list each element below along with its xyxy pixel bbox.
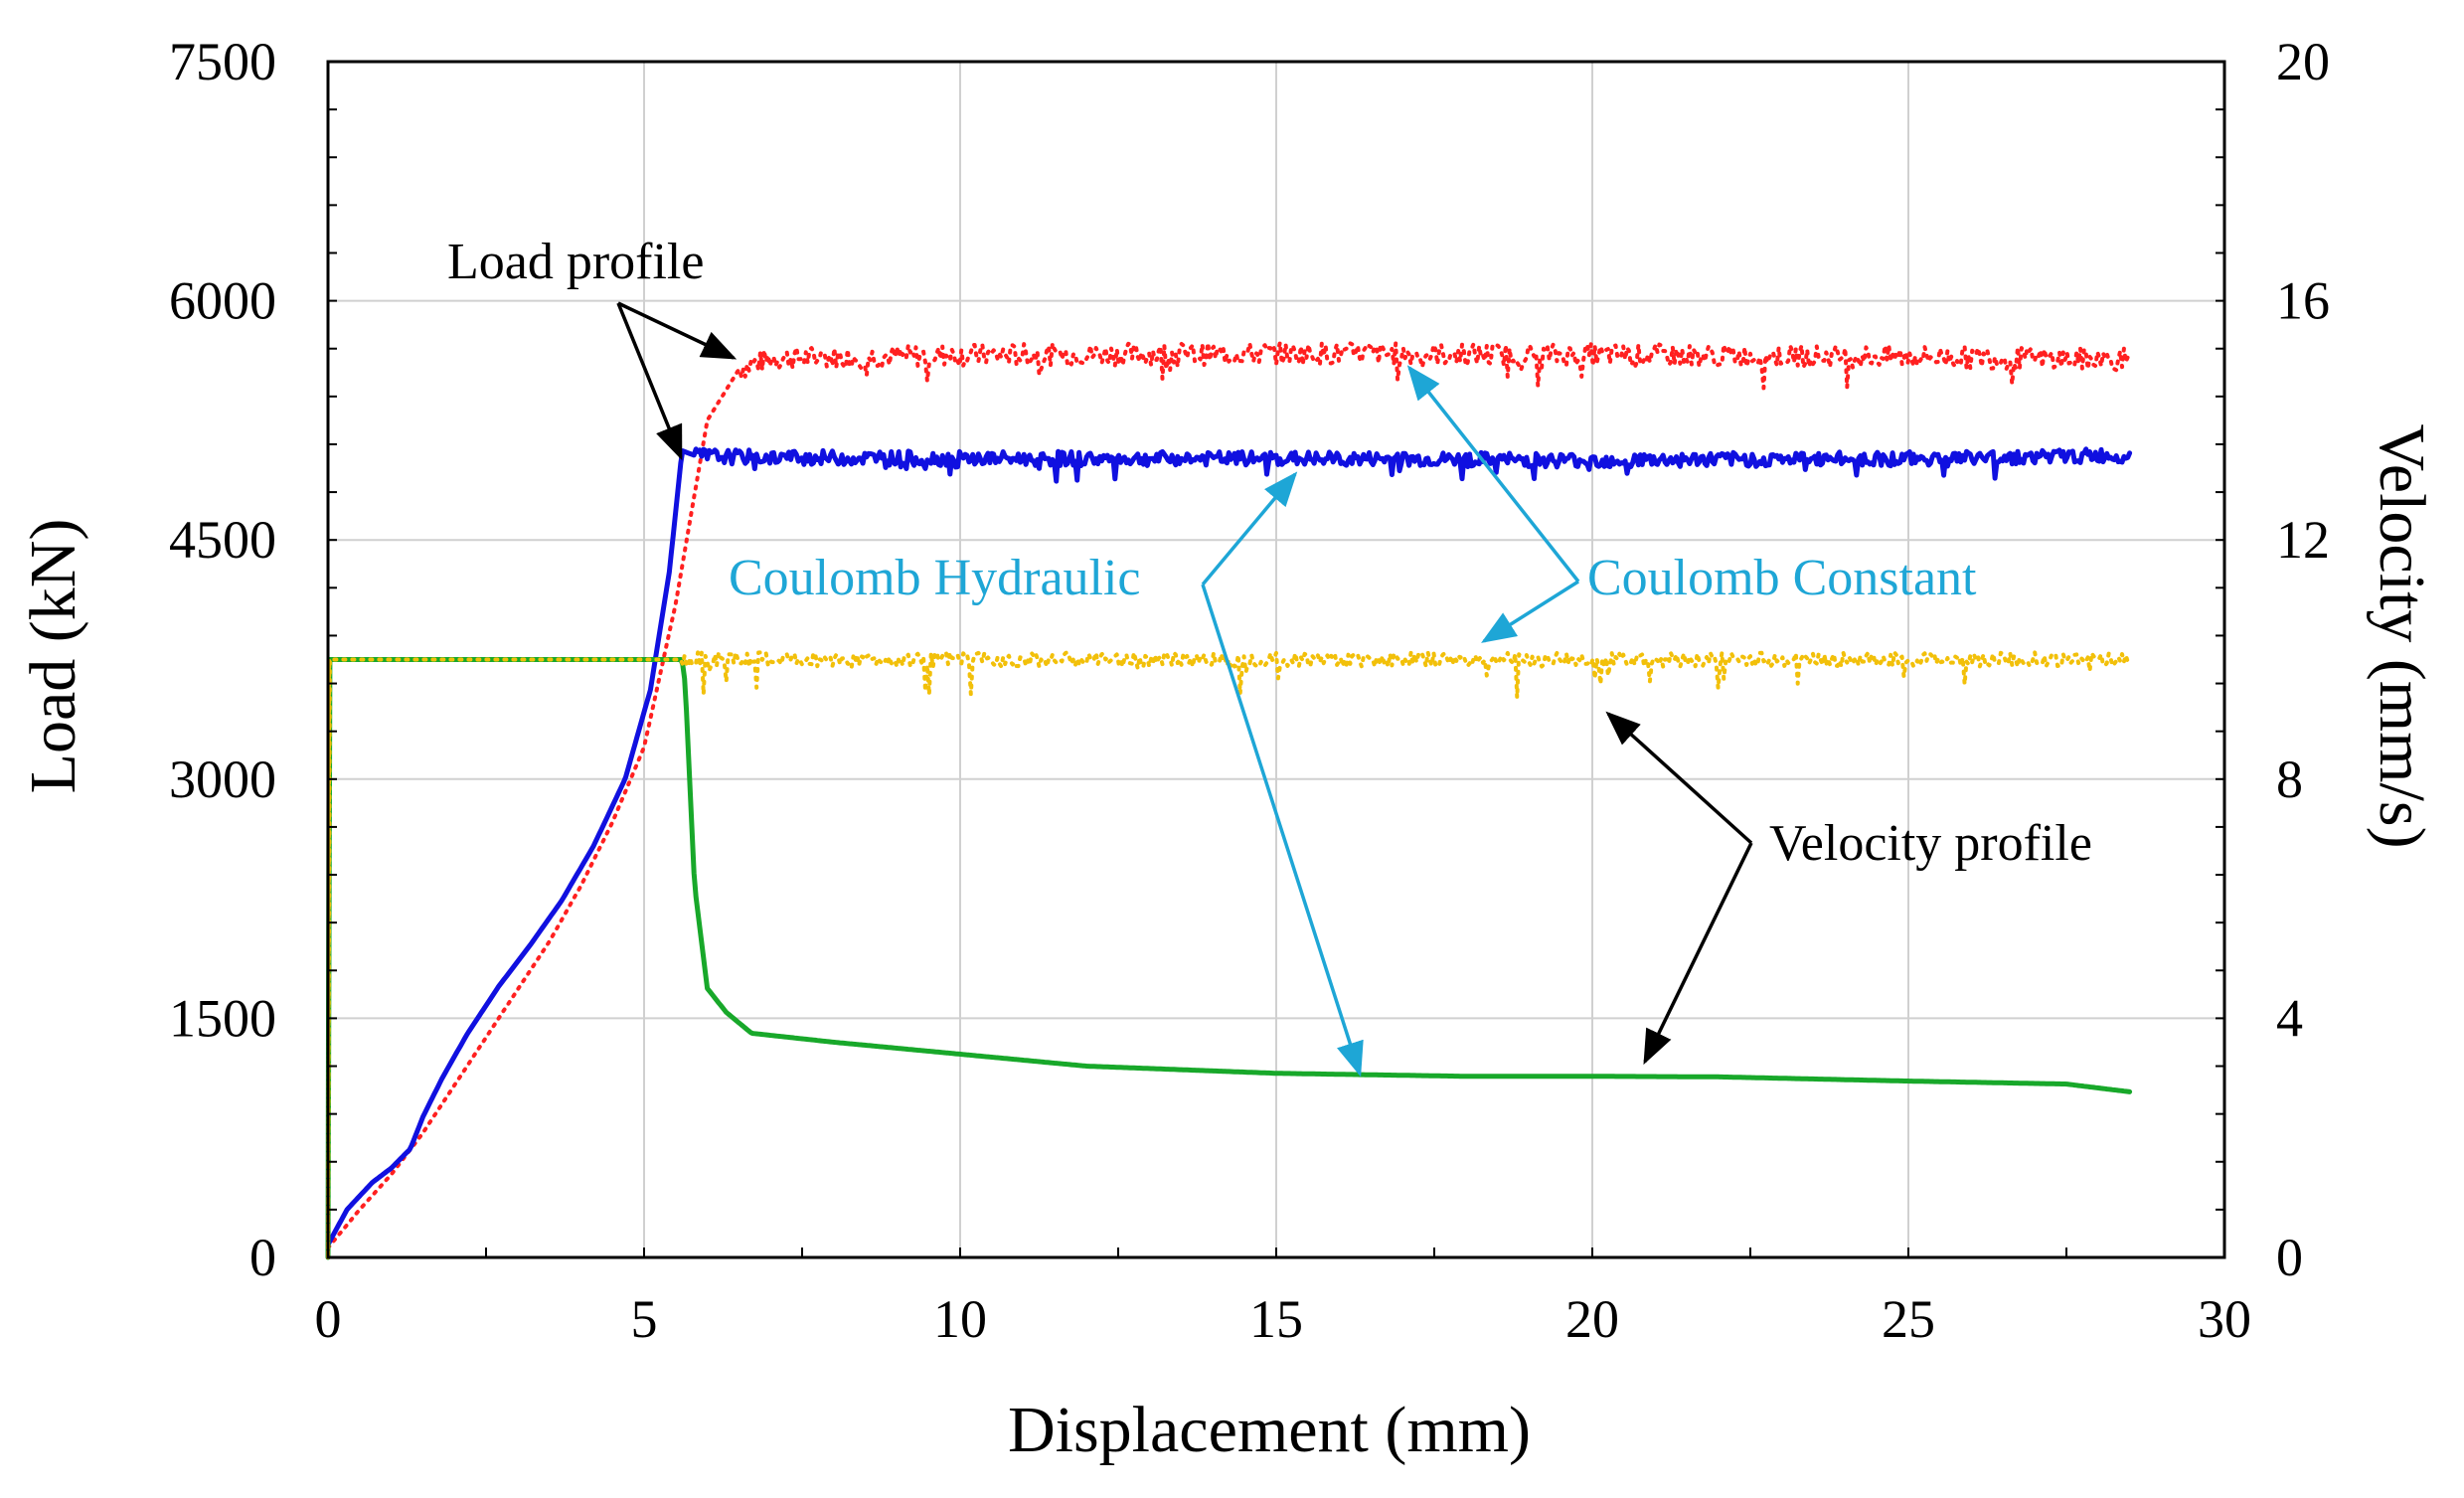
axes-layer bbox=[326, 60, 2226, 1259]
x-axis-title: Displacement (mm) bbox=[1008, 1394, 1531, 1466]
annotation-coulomb-hydraulic-label: Coulomb Hydraulic bbox=[729, 550, 1141, 606]
series-line-coulomb-constant-velocity bbox=[326, 650, 2132, 1259]
y2-tick-label: 0 bbox=[2276, 1228, 2303, 1287]
x-tick-label: 5 bbox=[631, 1289, 658, 1349]
y2-tick-label: 20 bbox=[2276, 32, 2330, 91]
annotation-coulomb-hydraulic-arrow-1 bbox=[1201, 471, 1298, 586]
x-tick-label: 20 bbox=[1565, 1289, 1619, 1349]
series-layer bbox=[325, 340, 2133, 1260]
y-tick-label: 7500 bbox=[169, 32, 276, 91]
annotation-load-profile-arrow-1 bbox=[617, 301, 738, 360]
y2-tick-label: 12 bbox=[2276, 510, 2330, 570]
annotation-coulomb-constant: Coulomb Constant bbox=[1406, 365, 1977, 643]
x-tick-label: 10 bbox=[933, 1289, 987, 1349]
annotation-load-profile-label: Load profile bbox=[447, 234, 704, 290]
y2-tick-label: 16 bbox=[2276, 271, 2330, 331]
annotation-velocity-profile-arrow-2 bbox=[1643, 842, 1753, 1066]
series-line-coulomb-hydraulic-load bbox=[325, 446, 2133, 1248]
annotation-coulomb-constant-arrow-1 bbox=[1406, 365, 1580, 583]
annotation-velocity-profile-label: Velocity profile bbox=[1769, 815, 2092, 872]
x-tick-label: 0 bbox=[315, 1289, 342, 1349]
y-tick-label: 1500 bbox=[169, 988, 276, 1048]
y-tick-label: 6000 bbox=[169, 271, 276, 331]
ticks-layer: 0 5 10 15 20 25 30 0 1500 3000 4500 6000 7500 0 4 8 12 16… bbox=[169, 32, 2330, 1349]
series-line-coulomb-constant-load bbox=[326, 340, 2132, 1250]
y-tick-label: 3000 bbox=[169, 749, 276, 809]
y2-tick-label: 8 bbox=[2276, 749, 2303, 809]
series-line-coulomb-hydraulic-velocity bbox=[325, 657, 2133, 1260]
y2-tick-label: 4 bbox=[2276, 988, 2303, 1048]
annotation-velocity-profile: Velocity profile bbox=[1605, 711, 2092, 1066]
y2-axis-title: Velocity (mm/s) bbox=[2366, 423, 2438, 848]
y-axis-title: Load (kN) bbox=[17, 519, 89, 794]
annotation-coulomb-constant-arrow-2 bbox=[1481, 580, 1579, 643]
annotation-load-profile-arrow-2 bbox=[616, 302, 683, 461]
annotation-load-profile: Load profile bbox=[447, 234, 738, 461]
y-tick-label: 4500 bbox=[169, 510, 276, 570]
x-tick-label: 25 bbox=[1882, 1289, 1935, 1349]
y-tick-label: 0 bbox=[249, 1228, 276, 1287]
annotation-coulomb-hydraulic: Coulomb Hydraulic bbox=[729, 471, 1364, 1078]
annotation-velocity-profile-arrow-1 bbox=[1605, 711, 1753, 845]
x-tick-label: 15 bbox=[1249, 1289, 1303, 1349]
annotation-coulomb-constant-label: Coulomb Constant bbox=[1587, 550, 1977, 606]
x-tick-label: 30 bbox=[2198, 1289, 2251, 1349]
annotation-coulomb-hydraulic-arrow-2 bbox=[1201, 583, 1364, 1078]
